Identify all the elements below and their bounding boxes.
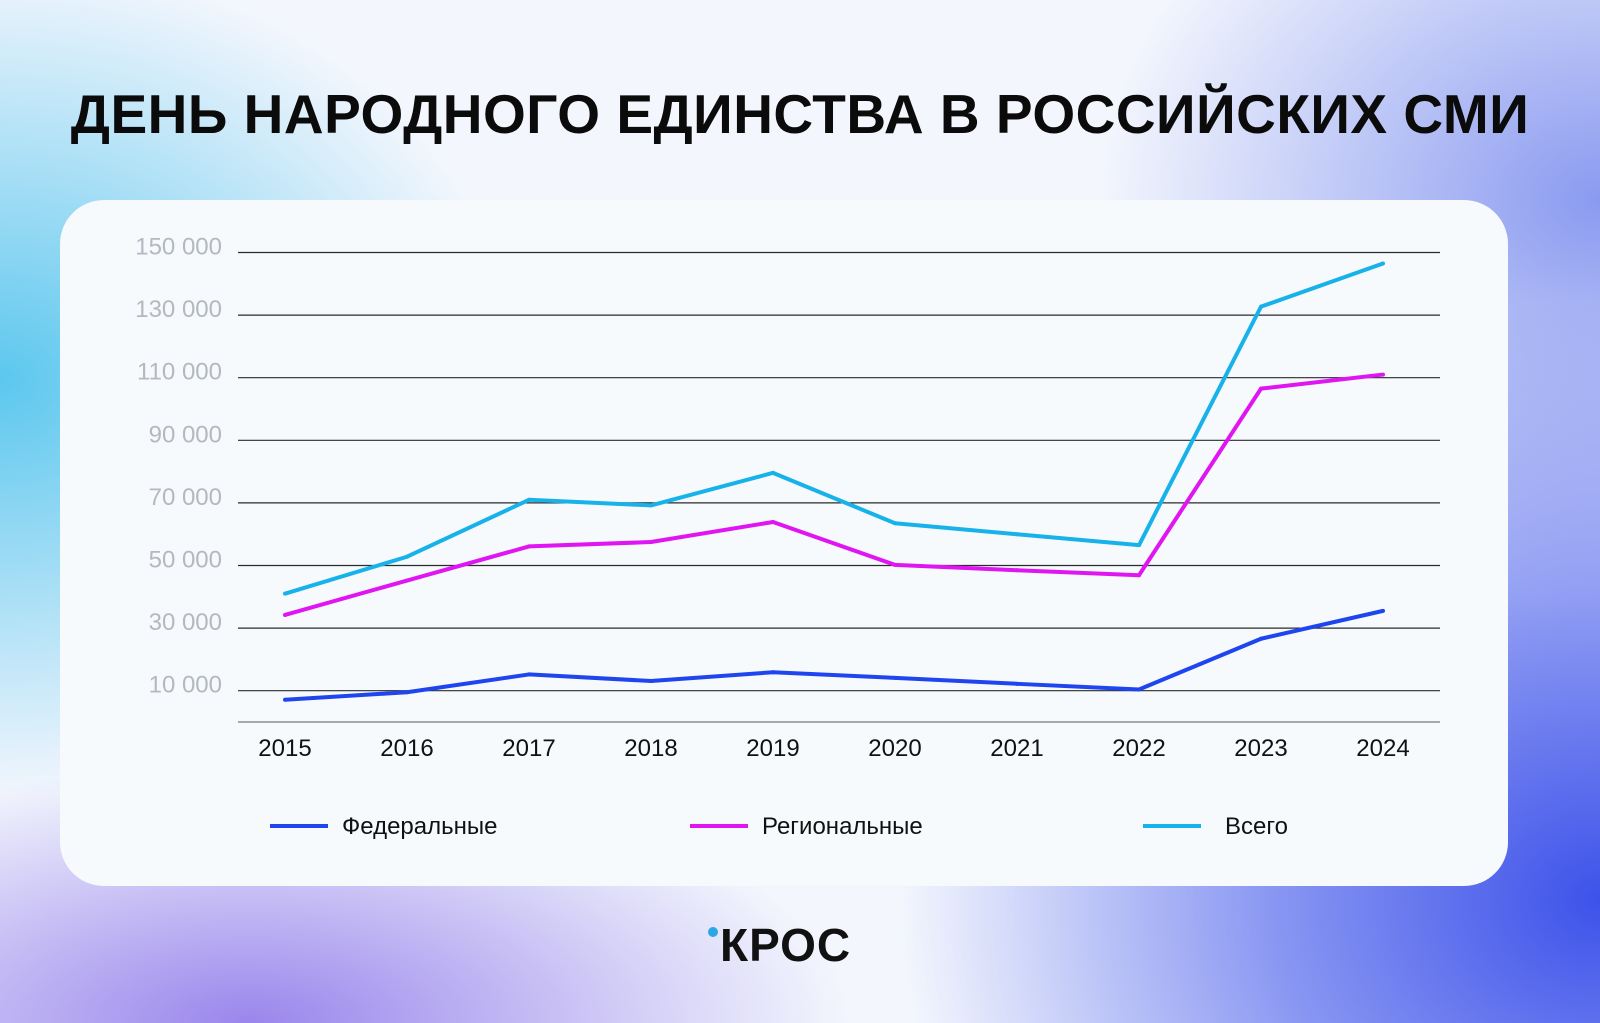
data-point xyxy=(893,675,897,680)
data-point xyxy=(283,697,287,702)
data-point xyxy=(1259,636,1263,641)
data-point xyxy=(1015,532,1019,537)
x-tick-label: 2015 xyxy=(258,735,311,762)
data-point xyxy=(405,554,409,559)
series-line-1 xyxy=(284,372,1384,617)
data-point xyxy=(649,503,653,508)
data-point xyxy=(527,497,531,502)
y-tick-label: 90 000 xyxy=(149,421,222,448)
data-point xyxy=(1381,261,1385,266)
data-point xyxy=(405,690,409,695)
data-point xyxy=(1015,568,1019,573)
legend-label: Региональные xyxy=(762,813,923,840)
y-tick-label: 130 000 xyxy=(135,296,222,323)
data-point xyxy=(1137,687,1141,692)
data-point xyxy=(649,678,653,683)
data-point xyxy=(1137,543,1141,548)
data-point xyxy=(527,672,531,677)
y-tick-label: 10 000 xyxy=(149,672,222,699)
x-tick-label: 2020 xyxy=(868,735,921,762)
series-line-0 xyxy=(284,608,1384,702)
y-tick-label: 70 000 xyxy=(149,484,222,511)
x-tick-label: 2022 xyxy=(1112,735,1165,762)
x-tick-label: 2017 xyxy=(502,735,555,762)
data-point xyxy=(771,519,775,524)
chart-card xyxy=(60,200,1508,886)
x-tick-label: 2016 xyxy=(380,735,433,762)
data-point xyxy=(527,544,531,549)
data-point xyxy=(649,540,653,545)
data-point xyxy=(771,470,775,475)
data-point xyxy=(405,578,409,583)
data-point xyxy=(893,562,897,567)
data-point xyxy=(283,591,287,596)
legend-label: Федеральные xyxy=(342,813,497,840)
series-line-2 xyxy=(284,261,1384,596)
x-tick-label: 2019 xyxy=(746,735,799,762)
x-tick-label: 2018 xyxy=(624,735,677,762)
y-tick-label: 50 000 xyxy=(149,547,222,574)
data-point xyxy=(771,670,775,675)
x-tick-label: 2024 xyxy=(1356,735,1409,762)
legend-label: Всего xyxy=(1225,813,1288,840)
x-tick-label: 2023 xyxy=(1234,735,1287,762)
data-point xyxy=(1137,573,1141,578)
data-point xyxy=(1015,681,1019,686)
page-title: ДЕНЬ НАРОДНОГО ЕДИНСТВА В РОССИЙСКИХ СМИ xyxy=(70,83,1530,145)
logo-dot-icon xyxy=(708,927,718,937)
data-point xyxy=(1381,372,1385,377)
data-point xyxy=(1381,608,1385,613)
y-tick-label: 30 000 xyxy=(149,609,222,636)
data-point xyxy=(1259,386,1263,391)
data-point xyxy=(283,612,287,617)
data-point xyxy=(893,521,897,526)
logo: КРОС xyxy=(720,919,852,971)
data-point xyxy=(1259,304,1263,309)
x-tick-label: 2021 xyxy=(990,735,1043,762)
y-tick-label: 110 000 xyxy=(137,359,222,386)
y-tick-label: 150 000 xyxy=(135,234,222,261)
